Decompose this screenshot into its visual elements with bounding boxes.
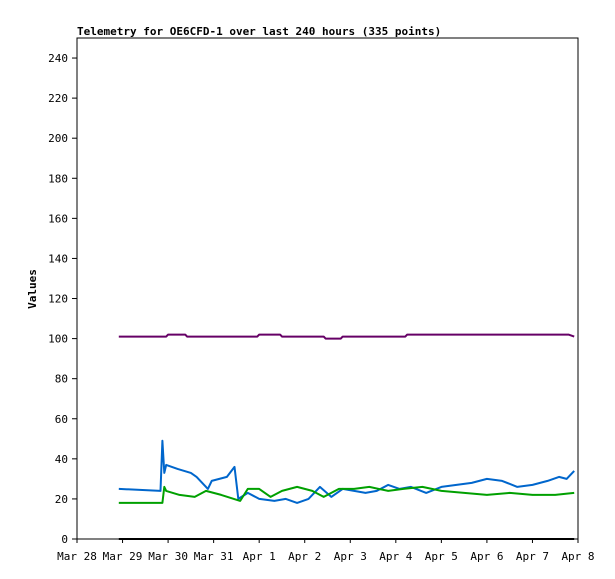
y-tick-label: 220 <box>48 92 68 105</box>
x-tick-label: Apr 3 <box>334 550 367 563</box>
series-line-2 <box>118 439 575 504</box>
y-axis-label: Values <box>26 269 39 309</box>
y-tick-label: 20 <box>55 493 68 506</box>
chart-title: Telemetry for OE6CFD-1 over last 240 hou… <box>77 25 441 38</box>
y-tick-label: 0 <box>61 533 68 546</box>
y-tick-label: 40 <box>55 453 68 466</box>
series-line-3 <box>118 485 575 504</box>
y-tick-label: 160 <box>48 212 68 225</box>
y-tick-label: 140 <box>48 252 68 265</box>
x-tick-label: Mar 28 <box>57 550 97 563</box>
x-tick-label: Apr 8 <box>561 550 594 563</box>
x-tick-label: Apr 2 <box>288 550 321 563</box>
y-tick-label: 240 <box>48 52 68 65</box>
x-tick-label: Apr 5 <box>425 550 458 563</box>
y-tick-label: 120 <box>48 293 68 306</box>
y-tick-label: 180 <box>48 172 68 185</box>
x-tick-label: Apr 4 <box>379 550 412 563</box>
x-tick-label: Mar 29 <box>103 550 143 563</box>
y-tick-label: 60 <box>55 413 68 426</box>
y-tick-label: 100 <box>48 333 68 346</box>
y-tick-label: 200 <box>48 132 68 145</box>
y-tick-label: 80 <box>55 373 68 386</box>
x-tick-label: Apr 6 <box>470 550 503 563</box>
series-line-1 <box>118 333 575 340</box>
x-tick-label: Apr 7 <box>516 550 549 563</box>
plot-frame <box>76 37 579 540</box>
x-tick-label: Mar 30 <box>148 550 188 563</box>
series-layer <box>118 333 575 540</box>
x-tick-label: Mar 31 <box>194 550 234 563</box>
x-tick-label: Apr 1 <box>243 550 276 563</box>
ticks-layer: 0 20 40 60 80 100 120 140 160 180 200 220 240 Mar 28 M… <box>48 52 594 563</box>
